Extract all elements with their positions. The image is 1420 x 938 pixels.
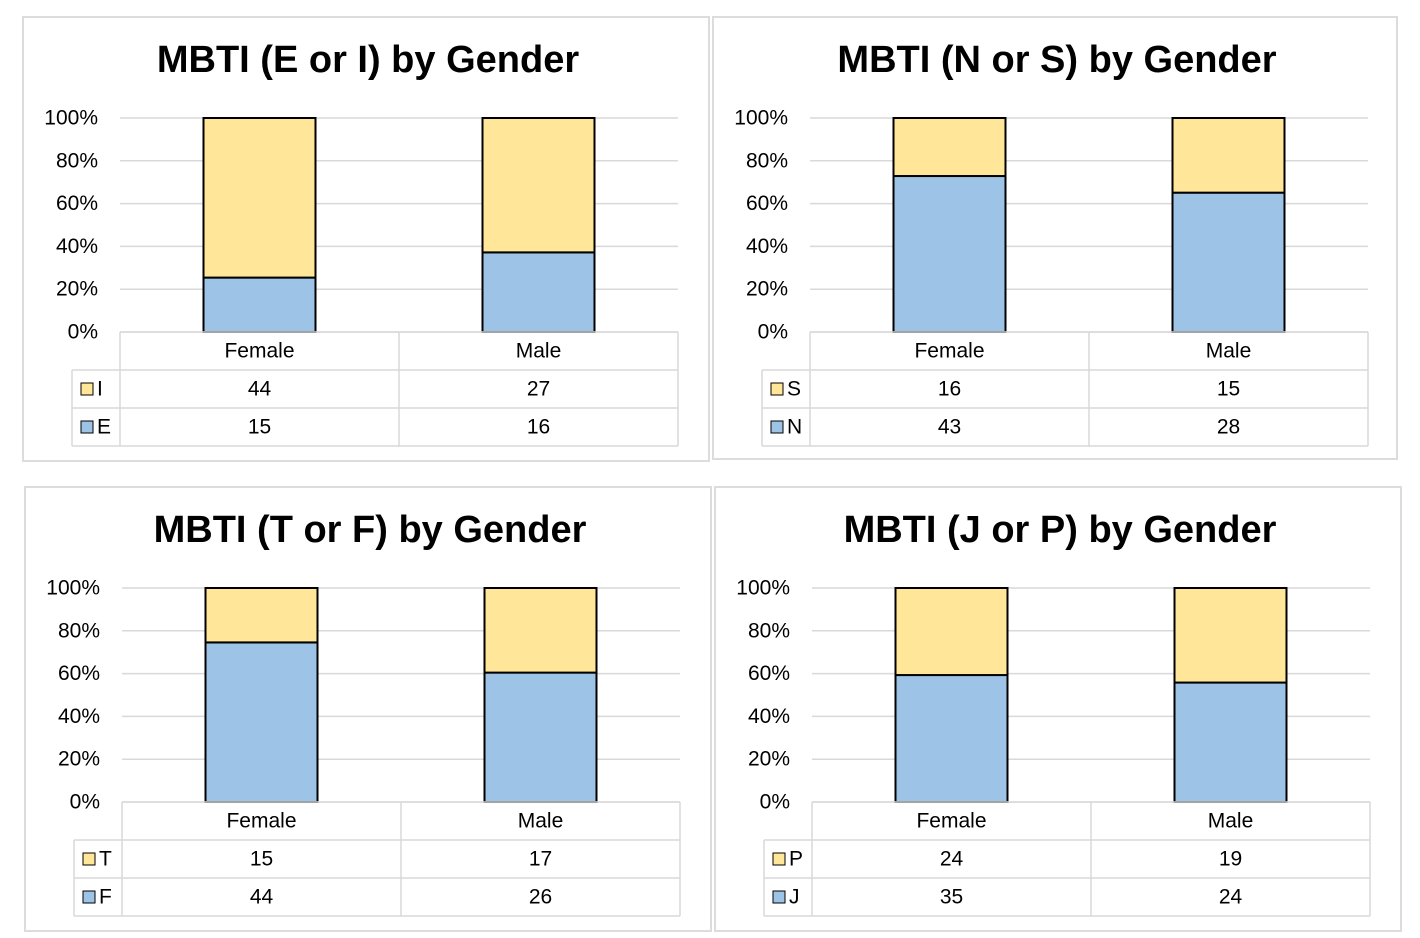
bar-n-male (1171, 191, 1286, 333)
bar-j-female (894, 674, 1009, 803)
legend-key (770, 420, 784, 434)
y-tick-label: 0% (758, 321, 788, 344)
data-table-value: 43 (938, 416, 961, 439)
y-tick-label: 80% (746, 149, 788, 172)
bar-e-male (481, 251, 596, 333)
y-tick-label: 100% (736, 577, 790, 600)
legend-key (772, 890, 786, 904)
bar-p-male (1173, 587, 1288, 684)
legend-series-name: T (99, 848, 112, 871)
category-label: Male (516, 340, 562, 363)
bar-t-female (204, 587, 319, 644)
legend-series-name: F (99, 886, 112, 909)
legend-key (80, 420, 94, 434)
y-tick-label: 40% (56, 235, 98, 258)
category-label: Female (224, 340, 294, 363)
chart-panel-n-or-s: MBTI (N or S) by Gender 0% 20% 40% 60% 80% 100… (712, 16, 1398, 460)
stacked-bar-chart-j-or-p: MBTI (J or P) by Gender 0% 20% 40% 60% 80% 100… (736, 509, 1371, 917)
bar-s-male (1171, 117, 1286, 194)
legend-key (82, 852, 96, 866)
bar-f-male (483, 671, 598, 803)
data-table-value: 16 (938, 378, 961, 401)
chart-title: MBTI (E or I) by Gender (157, 39, 579, 81)
data-table-value: 24 (940, 848, 964, 871)
category-label: Female (226, 810, 296, 833)
legend-series-name: J (789, 886, 800, 909)
bar-i-male (481, 117, 596, 254)
y-tick-label: 100% (44, 107, 98, 130)
bar-j-male (1173, 681, 1288, 803)
data-table-value: 15 (248, 416, 271, 439)
y-tick-label: 20% (748, 748, 790, 771)
bar-n-female (892, 175, 1007, 333)
bar-s-female (892, 117, 1007, 178)
chart-panel-j-or-p: MBTI (J or P) by Gender 0% 20% 40% 60% 80% 100… (714, 486, 1402, 932)
legend-series-name: I (97, 378, 103, 401)
y-tick-label: 0% (760, 791, 790, 814)
chart-panel-e-or-i: MBTI (E or I) by Gender 0% 20% 40% 60% 80% 100… (22, 16, 710, 462)
legend-key (770, 382, 784, 396)
stacked-bar-chart-n-or-s: MBTI (N or S) by Gender 0% 20% 40% 60% 80% 100… (734, 39, 1369, 447)
bar-e-female (202, 276, 317, 334)
data-table-value: 44 (250, 886, 274, 909)
y-tick-label: 80% (56, 149, 98, 172)
legend-key (82, 890, 96, 904)
legend-series-name: N (787, 416, 802, 439)
y-tick-label: 20% (58, 748, 100, 771)
legend-series-name: S (787, 378, 801, 401)
stacked-bar-chart-t-or-f: MBTI (T or F) by Gender 0% 20% 40% 60% 80% 100… (46, 509, 681, 917)
data-table: Female Male T 15 17 F 44 26 (73, 801, 681, 917)
data-table-value: 27 (527, 378, 550, 401)
y-tick-label: 80% (748, 619, 790, 642)
y-tick-label: 60% (748, 662, 790, 685)
category-label: Female (916, 810, 986, 833)
chart-title: MBTI (J or P) by Gender (844, 509, 1277, 551)
bar-p-female (894, 587, 1009, 677)
chart-panel-t-or-f: MBTI (T or F) by Gender 0% 20% 40% 60% 80% 100… (24, 486, 712, 932)
y-tick-label: 80% (58, 619, 100, 642)
bar-t-male (483, 587, 598, 674)
stacked-bar-chart-e-or-i: MBTI (E or I) by Gender 0% 20% 40% 60% 80% 100… (44, 39, 679, 447)
data-table-value: 16 (527, 416, 550, 439)
data-table-value: 35 (940, 886, 963, 909)
category-label: Male (1206, 340, 1252, 363)
chart-title: MBTI (N or S) by Gender (837, 39, 1276, 81)
legend-key (772, 852, 786, 866)
data-table: Female Male P 24 19 J 35 24 (763, 801, 1371, 917)
data-table-value: 19 (1219, 848, 1242, 871)
category-label: Male (518, 810, 564, 833)
data-table-value: 26 (529, 886, 552, 909)
data-table: Female Male S 16 15 N 43 28 (761, 331, 1369, 447)
y-tick-label: 60% (56, 192, 98, 215)
y-tick-label: 100% (46, 577, 100, 600)
legend-key (80, 382, 94, 396)
y-tick-label: 100% (734, 107, 788, 130)
y-tick-label: 20% (746, 278, 788, 301)
data-table-value: 28 (1217, 416, 1240, 439)
legend-series-name: E (97, 416, 111, 439)
y-tick-label: 40% (748, 705, 790, 728)
y-tick-label: 20% (56, 278, 98, 301)
category-label: Male (1208, 810, 1254, 833)
data-table: Female Male I 44 27 E 15 16 (71, 331, 679, 447)
chart-title: MBTI (T or F) by Gender (154, 509, 587, 551)
data-table-value: 24 (1219, 886, 1243, 909)
data-table-value: 15 (1217, 378, 1240, 401)
bar-i-female (202, 117, 317, 279)
data-table-value: 17 (529, 848, 552, 871)
data-table-value: 44 (248, 378, 272, 401)
y-tick-label: 0% (70, 791, 100, 814)
y-tick-label: 60% (58, 662, 100, 685)
y-tick-label: 0% (68, 321, 98, 344)
bar-f-female (204, 641, 319, 803)
y-tick-label: 40% (58, 705, 100, 728)
y-tick-label: 60% (746, 192, 788, 215)
data-table-value: 15 (250, 848, 273, 871)
legend-series-name: P (789, 848, 803, 871)
y-tick-label: 40% (746, 235, 788, 258)
category-label: Female (914, 340, 984, 363)
